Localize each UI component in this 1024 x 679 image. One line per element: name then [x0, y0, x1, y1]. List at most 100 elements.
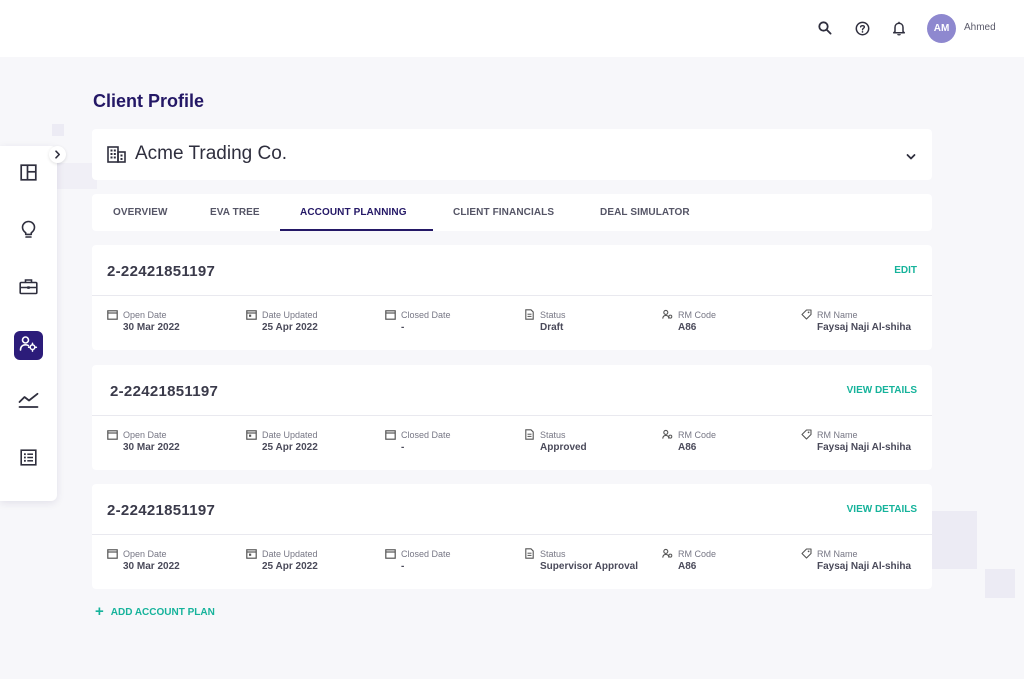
rm-name-value: Faysaj Naji Al-shiha — [817, 561, 912, 572]
sidebar-item-dashboard[interactable] — [14, 160, 43, 189]
open-date-value: 30 Mar 2022 — [123, 442, 180, 453]
date-updated-value: 25 Apr 2022 — [262, 561, 318, 572]
status-label: Status — [540, 430, 566, 440]
dashboard-icon — [20, 163, 37, 186]
plan-id: 2-22421851197 — [107, 263, 216, 280]
closed-date-label: Closed Date — [401, 549, 451, 559]
closed-date-value: - — [401, 442, 405, 453]
rm-name-value: Faysaj Naji Al-shiha — [817, 442, 912, 453]
date-updated-value: 25 Apr 2022 — [262, 322, 318, 333]
divider — [92, 415, 932, 416]
open-date-label: Open Date — [123, 549, 167, 559]
calendar-icon — [107, 549, 118, 559]
list-icon — [20, 448, 37, 471]
rm-name-label: RM Name — [817, 310, 858, 320]
document-icon — [525, 309, 534, 320]
page-title: Client Profile — [93, 91, 205, 111]
date-updated-label: Date Updated — [262, 549, 318, 559]
add-account-plan-button[interactable]: + ADD ACCOUNT PLAN — [95, 603, 215, 620]
status-value: Draft — [540, 322, 564, 333]
search-icon[interactable] — [815, 18, 835, 38]
tab-deal-simulator[interactable]: DEAL SIMULATOR — [600, 207, 690, 218]
open-date-value: 30 Mar 2022 — [123, 561, 180, 572]
open-date-value: 30 Mar 2022 — [123, 322, 180, 333]
account-plan-card: 2-22421851197 VIEW DETAILS Open Date 30 … — [92, 365, 932, 470]
edit-plan-button[interactable]: EDIT — [894, 265, 917, 276]
tab-bar: OVERVIEW EVA TREE ACCOUNT PLANNING CLIEN… — [92, 194, 932, 231]
document-icon — [525, 429, 534, 440]
sidebar-expand-button[interactable] — [49, 146, 66, 163]
tab-account-planning[interactable]: ACCOUNT PLANNING — [300, 207, 407, 218]
calendar-icon — [107, 430, 118, 440]
status-label: Status — [540, 310, 566, 320]
sidebar-item-portfolio[interactable] — [14, 274, 43, 303]
avatar[interactable]: AM — [927, 14, 956, 43]
rm-code-value: A86 — [678, 322, 697, 333]
status-value: Approved — [540, 442, 587, 453]
date-updated-label: Date Updated — [262, 430, 318, 440]
sidebar-item-insights[interactable] — [14, 217, 43, 246]
rm-name-value: Faysaj Naji Al-shiha — [817, 322, 912, 333]
sidebar-item-reports[interactable] — [14, 445, 43, 474]
sidebar-item-client-management[interactable] — [14, 331, 43, 360]
briefcase-icon — [19, 278, 38, 300]
lightbulb-icon — [21, 220, 36, 244]
document-icon — [525, 548, 534, 559]
account-plan-card: 2-22421851197 VIEW DETAILS Open Date 30 … — [92, 484, 932, 589]
trend-chart-icon — [18, 392, 39, 414]
user-group-icon — [662, 429, 673, 439]
user-settings-icon — [19, 335, 38, 357]
closed-date-value: - — [401, 322, 405, 333]
chevron-right-icon — [54, 146, 61, 164]
client-selector[interactable]: Acme Trading Co. — [92, 129, 932, 180]
tag-icon — [801, 309, 812, 320]
bell-icon[interactable] — [889, 18, 909, 38]
closed-date-value: - — [401, 561, 405, 572]
sidebar — [0, 146, 57, 501]
tag-icon — [801, 548, 812, 559]
view-details-button[interactable]: VIEW DETAILS — [846, 385, 917, 396]
user-name[interactable]: Ahmed — [964, 22, 996, 33]
calendar-icon — [385, 310, 396, 320]
rm-name-label: RM Name — [817, 549, 858, 559]
divider — [92, 295, 932, 296]
date-updated-value: 25 Apr 2022 — [262, 442, 318, 453]
calendar-icon — [385, 549, 396, 559]
plan-id: 2-22421851197 — [107, 502, 216, 519]
rm-code-label: RM Code — [678, 310, 717, 320]
status-value: Supervisor Approval — [540, 561, 638, 572]
open-date-label: Open Date — [123, 430, 167, 440]
sidebar-item-analytics[interactable] — [14, 388, 43, 417]
building-icon — [107, 146, 126, 168]
calendar-icon — [385, 430, 396, 440]
view-details-button[interactable]: VIEW DETAILS — [846, 504, 917, 515]
user-group-icon — [662, 548, 673, 558]
date-updated-label: Date Updated — [262, 310, 318, 320]
closed-date-label: Closed Date — [401, 430, 451, 440]
rm-name-label: RM Name — [817, 430, 858, 440]
calendar-edit-icon — [246, 310, 257, 320]
decor-square — [57, 163, 97, 189]
closed-date-label: Closed Date — [401, 310, 451, 320]
user-group-icon — [662, 309, 673, 319]
decor-square — [52, 124, 64, 136]
tab-eva-tree[interactable]: EVA TREE — [210, 207, 260, 218]
status-label: Status — [540, 549, 566, 559]
tab-client-financials[interactable]: CLIENT FINANCIALS — [453, 207, 555, 218]
add-account-plan-label: ADD ACCOUNT PLAN — [110, 606, 215, 618]
tag-icon — [801, 429, 812, 440]
tab-overview[interactable]: OVERVIEW — [113, 207, 168, 218]
help-icon[interactable] — [852, 18, 872, 38]
calendar-icon — [107, 310, 118, 320]
open-date-label: Open Date — [123, 310, 167, 320]
plus-icon: + — [95, 603, 104, 620]
rm-code-value: A86 — [678, 561, 697, 572]
calendar-edit-icon — [246, 430, 257, 440]
rm-code-value: A86 — [678, 442, 697, 453]
active-tab-indicator — [280, 229, 433, 231]
decor-square — [985, 569, 1015, 598]
chevron-down-icon[interactable] — [906, 148, 916, 166]
calendar-edit-icon — [246, 549, 257, 559]
rm-code-label: RM Code — [678, 549, 717, 559]
client-name: Acme Trading Co. — [135, 143, 288, 164]
